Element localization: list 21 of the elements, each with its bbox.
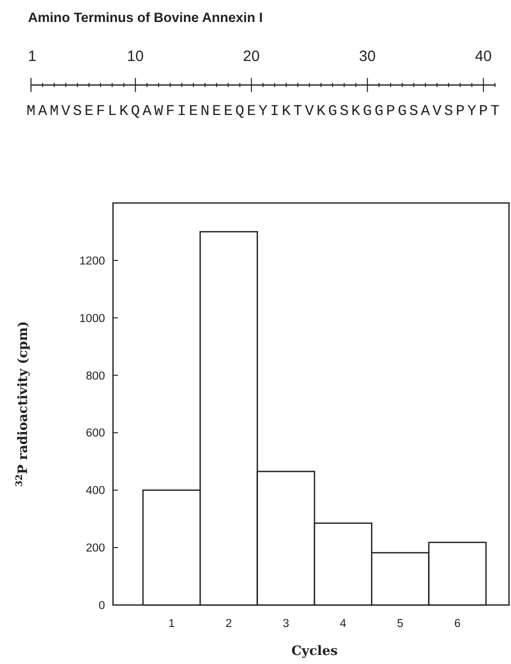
chart-title: Amino Terminus of Bovine Annexin I <box>28 10 263 25</box>
y-tick-label: 800 <box>86 370 105 382</box>
x-axis-title: Cycles <box>291 644 338 659</box>
text: 30 <box>359 48 376 65</box>
y-tick-label: 0 <box>98 600 105 612</box>
y-tick-label: 200 <box>86 542 105 555</box>
y-tick-label: 1200 <box>79 255 105 268</box>
text: MAMVSEFLKQAWFIENEEQEYIKTVKGSKGGPGSAVSPYPT <box>26 103 500 120</box>
x-tick-label: 4 <box>340 618 347 630</box>
y-tick-label: 400 <box>86 485 105 498</box>
text: 40 <box>475 48 492 65</box>
x-tick-label: 3 <box>282 618 290 630</box>
text: 1 <box>28 48 36 65</box>
text: 10 <box>127 48 144 65</box>
y-tick-label: 600 <box>86 428 105 440</box>
text: 20 <box>243 48 260 65</box>
y-tick-label: 1000 <box>79 312 105 325</box>
x-tick-label: 5 <box>397 618 404 630</box>
x-tick-label: 2 <box>226 618 232 630</box>
x-tick-label: 6 <box>454 618 461 630</box>
x-tick-label: 1 <box>168 618 175 630</box>
